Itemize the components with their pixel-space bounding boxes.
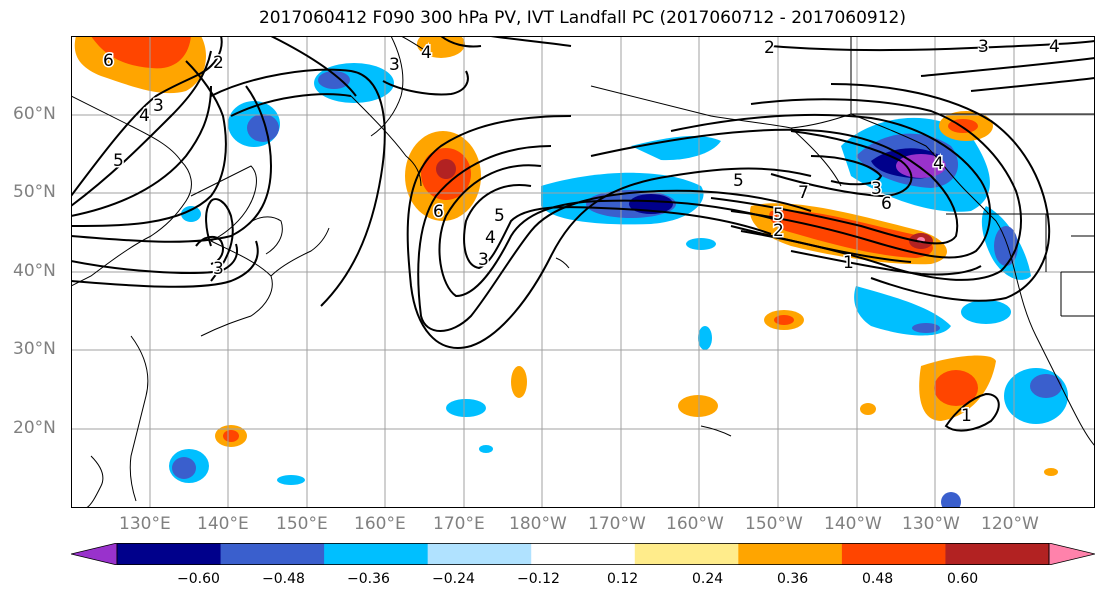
contour-label: 4 [139,106,150,126]
colorbar-segment [738,543,843,565]
colorbar-segment [427,543,532,565]
contour-label: 1 [843,253,854,273]
lon-label: 180°W [509,514,567,534]
colorbar-tick-label: 0.24 [692,571,724,587]
lon-label: 170°E [433,514,485,534]
figure-title: 2017060412 F090 300 hPa PV, IVT Landfall… [258,8,906,28]
colorbar-extend-max [1048,543,1095,565]
colorbar-segment [945,543,1050,565]
contour-label: 5 [733,171,744,191]
contour-label: 3 [213,259,224,279]
contour-labels: 6 4 3 5 2 3 4 2 3 4 3 6 4 3 5 5 7 6 4 5 … [102,36,1062,428]
lon-label: 160°W [666,514,724,534]
contour-label: 2 [213,53,224,73]
contour-label: 6 [881,194,892,214]
gridlines [71,36,1095,508]
contour-label: 3 [478,250,489,270]
lon-label: 140°W [824,514,882,534]
contour-label: 4 [1049,37,1060,57]
lon-label: 160°E [354,514,406,534]
colorbar-tick-label: −0.24 [432,571,475,587]
contour-label: 5 [113,151,124,171]
contour-label: 3 [153,96,164,116]
lat-label: 30°N [13,339,56,359]
lon-label: 120°W [981,514,1039,534]
lon-label: 150°E [276,514,328,534]
contour-label: 3 [978,37,989,57]
colorbar-segment [117,543,222,565]
contour-label: 7 [798,183,809,203]
contour-label: 4 [933,154,944,174]
colorbar-segment [220,543,325,565]
contour-label: 5 [773,205,784,225]
pv-contours [71,36,1095,432]
colorbar-tick-label: 0.12 [607,571,639,587]
colorbar-tick-label: 0.48 [862,571,894,587]
colorbar-segment [531,543,636,565]
lat-label: 20°N [13,418,56,438]
colorbar-segment [324,543,429,565]
colorbar-tick-label: −0.48 [262,571,305,587]
contour-label: 2 [764,38,775,58]
contour-label: 4 [421,43,432,63]
map-panel: 6 4 3 5 2 3 4 2 3 4 3 6 4 3 5 5 7 6 4 5 … [71,36,1095,508]
contour-label: 3 [389,55,400,75]
contour-label: 6 [103,51,114,71]
lon-label: 140°E [197,514,249,534]
contour-label: 2 [773,221,784,241]
colorbar-tick-label: 0.36 [777,571,809,587]
colorbar [71,543,1095,565]
lon-label: 150°W [745,514,803,534]
contour-label: 1 [961,406,972,426]
lon-label: 130°E [119,514,171,534]
contour-label: 4 [485,228,496,248]
contour-label: 3 [871,179,882,199]
colorbar-tick-label: −0.12 [517,571,560,587]
colorbar-tick-label: −0.36 [347,571,390,587]
colorbar-tick-label: −0.60 [177,571,220,587]
colorbar-outline [116,543,1050,565]
lat-label: 50°N [13,182,56,202]
lon-label: 130°W [902,514,960,534]
lon-label: 170°W [588,514,646,534]
contour-label: 5 [494,206,505,226]
lat-label: 40°N [13,261,56,281]
colorbar-segment [841,543,946,565]
lat-label: 60°N [13,104,56,124]
colorbar-tick-label: 0.60 [947,571,979,587]
colorbar-segment [634,543,739,565]
colorbar-extend-min [71,543,118,565]
contour-label: 6 [433,202,444,222]
